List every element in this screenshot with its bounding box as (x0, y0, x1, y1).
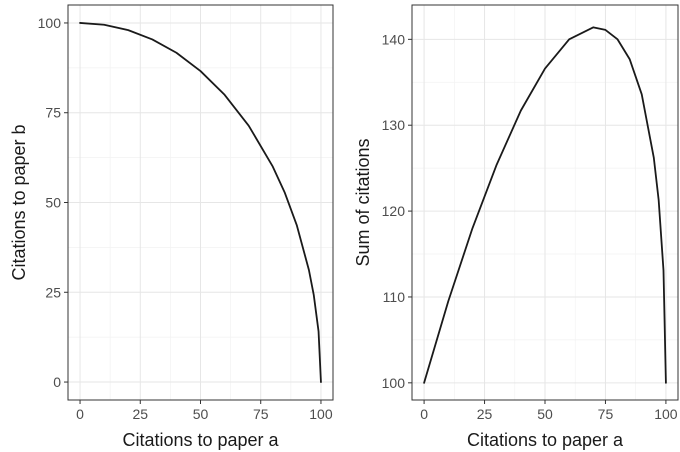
left-y-tick-label: 75 (45, 105, 61, 121)
left-y-axis-title: Citations to paper b (9, 124, 29, 280)
right-x-tick-label: 25 (477, 406, 493, 422)
left-series-line (79, 22, 322, 383)
left-y-tick-label: 0 (53, 374, 61, 390)
right-series-line (423, 26, 667, 384)
right-y-tick-label: 100 (382, 375, 406, 391)
left-y-tick-label: 25 (45, 284, 61, 300)
right-y-tick-label: 140 (382, 31, 406, 47)
right-y-tick-label: 120 (382, 203, 406, 219)
left-x-tick-label: 50 (193, 406, 209, 422)
right-y-tick-label: 110 (383, 289, 406, 305)
left-x-tick-label: 100 (309, 406, 333, 422)
right-y-axis-title: Sum of citations (353, 138, 373, 266)
right-x-axis-title: Citations to paper a (467, 430, 624, 450)
left-x-tick-label: 75 (253, 406, 269, 422)
right-y-tick-label: 130 (382, 117, 406, 133)
right-panel: 0 25 50 75 100 100 110 120 130 140 Citations to p… (353, 4, 679, 450)
right-x-tick-label: 100 (654, 406, 678, 422)
right-x-tick-label: 50 (537, 406, 553, 422)
left-x-tick-label: 25 (132, 406, 148, 422)
left-panel: 0 25 50 75 100 0 25 50 75 100 Citations to paper … (9, 4, 334, 450)
left-x-tick-label: 0 (76, 406, 84, 422)
left-y-tick-label: 50 (45, 195, 61, 211)
left-x-axis-title: Citations to paper a (122, 430, 279, 450)
right-x-tick-label: 0 (420, 406, 428, 422)
right-x-tick-label: 75 (598, 406, 614, 422)
left-y-tick-label: 100 (38, 15, 62, 31)
